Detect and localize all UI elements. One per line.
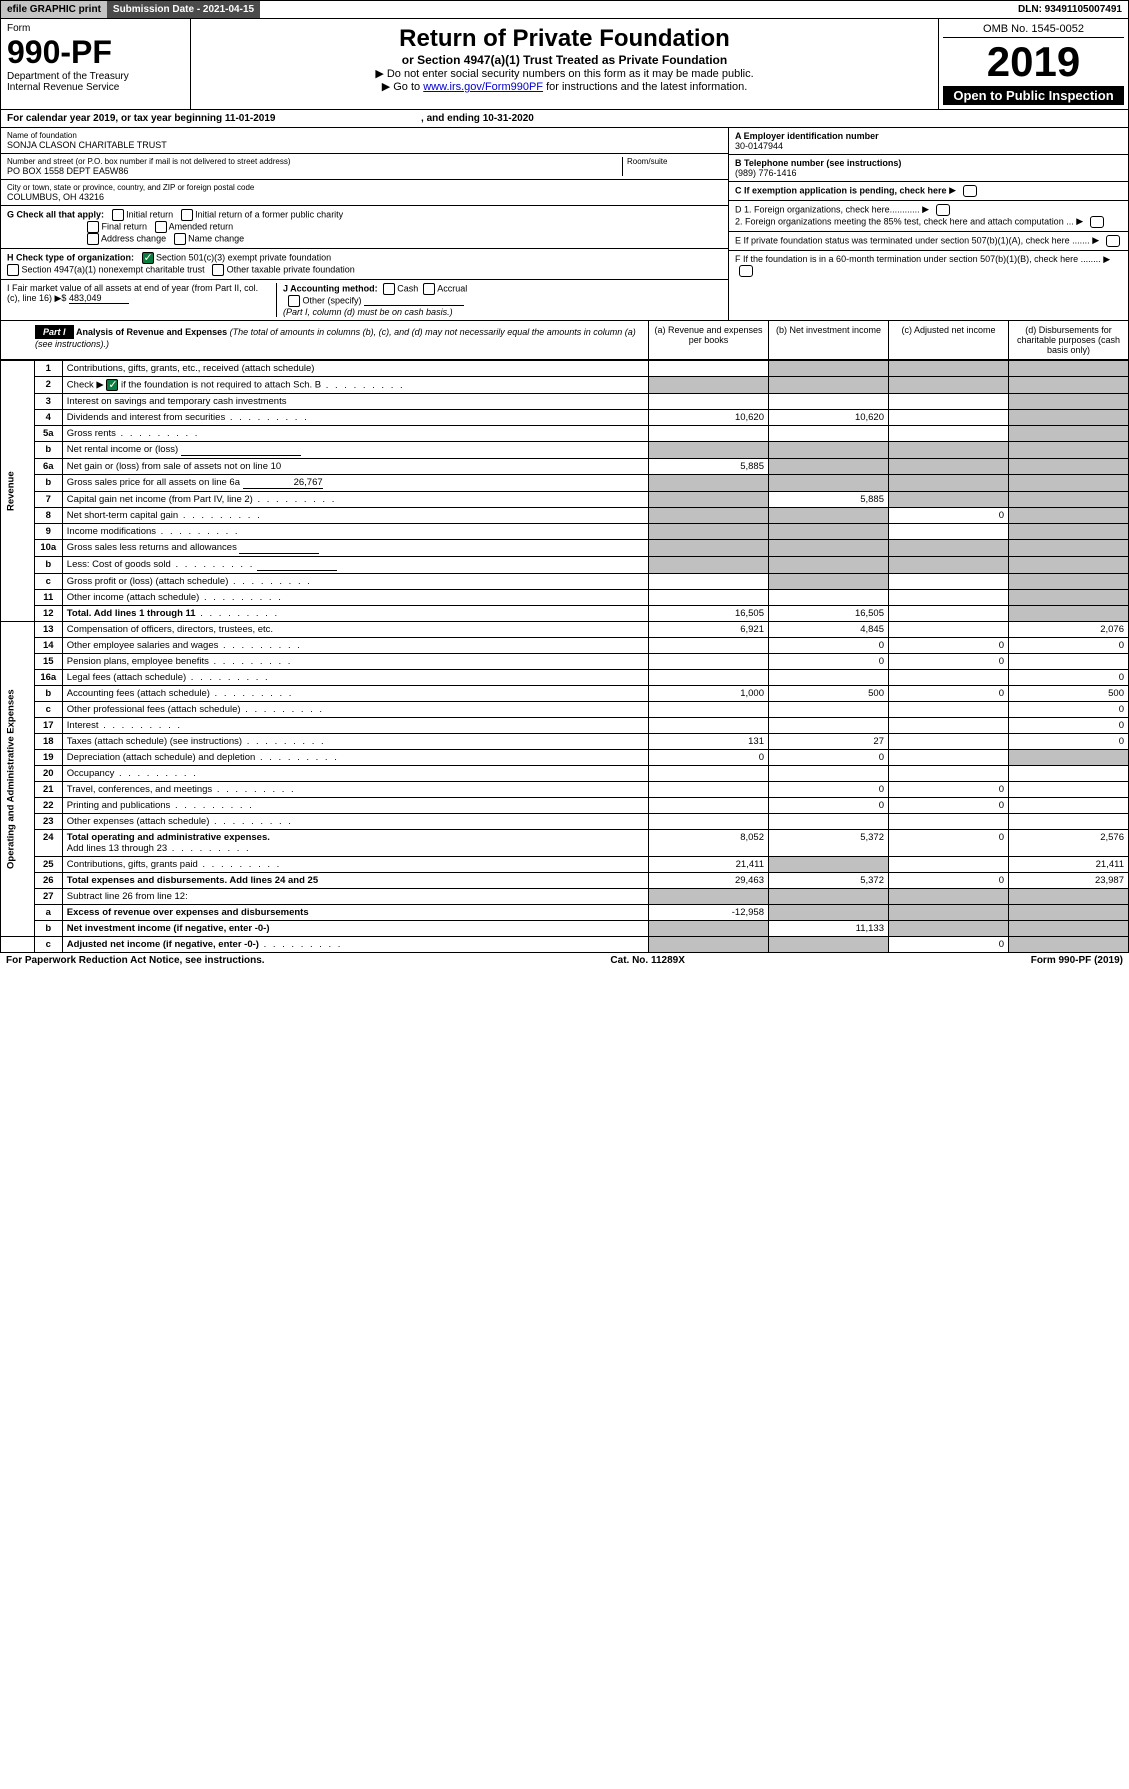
note-link: ▶ Go to www.irs.gov/Form990PF for instru… <box>197 80 932 93</box>
omb-number: OMB No. 1545-0052 <box>943 23 1124 38</box>
checkbox-initial-return[interactable] <box>112 209 124 221</box>
checkbox-amended[interactable] <box>155 221 167 233</box>
checkbox-initial-former[interactable] <box>181 209 193 221</box>
form-label: Form <box>7 23 184 34</box>
header-left: Form 990-PF Department of the Treasury I… <box>1 19 191 109</box>
checkbox-e[interactable] <box>1106 235 1120 247</box>
checkbox-accrual[interactable] <box>423 283 435 295</box>
note-ssn: ▶ Do not enter social security numbers o… <box>197 67 932 80</box>
header-right: OMB No. 1545-0052 2019 Open to Public In… <box>938 19 1128 109</box>
submission-date: Submission Date - 2021-04-15 <box>107 1 260 18</box>
info-right: A Employer identification number 30-0147… <box>728 128 1128 320</box>
checkbox-d1[interactable] <box>936 204 950 216</box>
efile-label: efile GRAPHIC print <box>1 1 107 18</box>
form-header: Form 990-PF Department of the Treasury I… <box>0 19 1129 110</box>
form-title: Return of Private Foundation <box>197 25 932 53</box>
dept-label: Department of the Treasury <box>7 71 184 82</box>
checkbox-address-change[interactable] <box>87 233 99 245</box>
col-d-header: (d) Disbursements for charitable purpose… <box>1008 321 1128 359</box>
city-cell: City or town, state or province, country… <box>1 180 728 206</box>
checkbox-f[interactable] <box>739 265 753 277</box>
tax-year: 2019 <box>943 38 1124 86</box>
form-footer: Form 990-PF (2019) <box>1031 955 1123 966</box>
section-h: H Check type of organization: Section 50… <box>1 249 728 280</box>
checkbox-cash[interactable] <box>383 283 395 295</box>
page-footer: For Paperwork Reduction Act Notice, see … <box>0 953 1129 968</box>
inspection-label: Open to Public Inspection <box>943 86 1124 105</box>
checkbox-4947a1[interactable] <box>7 264 19 276</box>
col-a-header: (a) Revenue and expenses per books <box>648 321 768 359</box>
foundation-name: SONJA CLASON CHARITABLE TRUST <box>7 140 722 150</box>
revenue-label: Revenue <box>1 361 35 622</box>
cat-no: Cat. No. 11289X <box>610 955 684 966</box>
telephone: (989) 776-1416 <box>735 168 797 178</box>
calendar-year-row: For calendar year 2019, or tax year begi… <box>0 110 1129 128</box>
info-left: Name of foundation SONJA CLASON CHARITAB… <box>1 128 728 320</box>
top-bar: efile GRAPHIC print Submission Date - 20… <box>0 0 1129 19</box>
section-ij: I Fair market value of all assets at end… <box>1 280 728 320</box>
checkbox-final-return[interactable] <box>87 221 99 233</box>
checkbox-name-change[interactable] <box>174 233 186 245</box>
part1-table: Revenue 1Contributions, gifts, grants, e… <box>0 360 1129 953</box>
section-g: G Check all that apply: Initial return I… <box>1 206 728 249</box>
address-row: Number and street (or P.O. box number if… <box>1 154 728 180</box>
ein: 30-0147944 <box>735 141 783 151</box>
checkbox-d2[interactable] <box>1090 216 1104 228</box>
checkbox-501c3[interactable] <box>142 252 154 264</box>
info-grid: Name of foundation SONJA CLASON CHARITAB… <box>0 128 1129 321</box>
part1-label: Part I <box>35 325 74 339</box>
checkbox-other-method[interactable] <box>288 295 300 307</box>
paperwork-notice: For Paperwork Reduction Act Notice, see … <box>6 955 265 966</box>
checkbox-schb[interactable] <box>106 379 118 391</box>
col-c-header: (c) Adjusted net income <box>888 321 1008 359</box>
header-center: Return of Private Foundation or Section … <box>191 19 938 109</box>
irs-link[interactable]: www.irs.gov/Form990PF <box>423 81 543 93</box>
foundation-name-cell: Name of foundation SONJA CLASON CHARITAB… <box>1 128 728 154</box>
fmv-value: 483,049 <box>69 293 129 304</box>
part1-header: Part I Analysis of Revenue and Expenses … <box>0 321 1129 360</box>
checkbox-other-taxable[interactable] <box>212 264 224 276</box>
expenses-label: Operating and Administrative Expenses <box>1 622 35 937</box>
dln: DLN: 93491105007491 <box>1012 1 1128 18</box>
irs-label: Internal Revenue Service <box>7 82 184 93</box>
form-subtitle: or Section 4947(a)(1) Trust Treated as P… <box>197 53 932 67</box>
foundation-address: PO BOX 1558 DEPT EA5W86 <box>7 166 622 176</box>
foundation-city: COLUMBUS, OH 43216 <box>7 192 722 202</box>
checkbox-c[interactable] <box>963 185 977 197</box>
form-number: 990-PF <box>7 34 184 71</box>
col-b-header: (b) Net investment income <box>768 321 888 359</box>
